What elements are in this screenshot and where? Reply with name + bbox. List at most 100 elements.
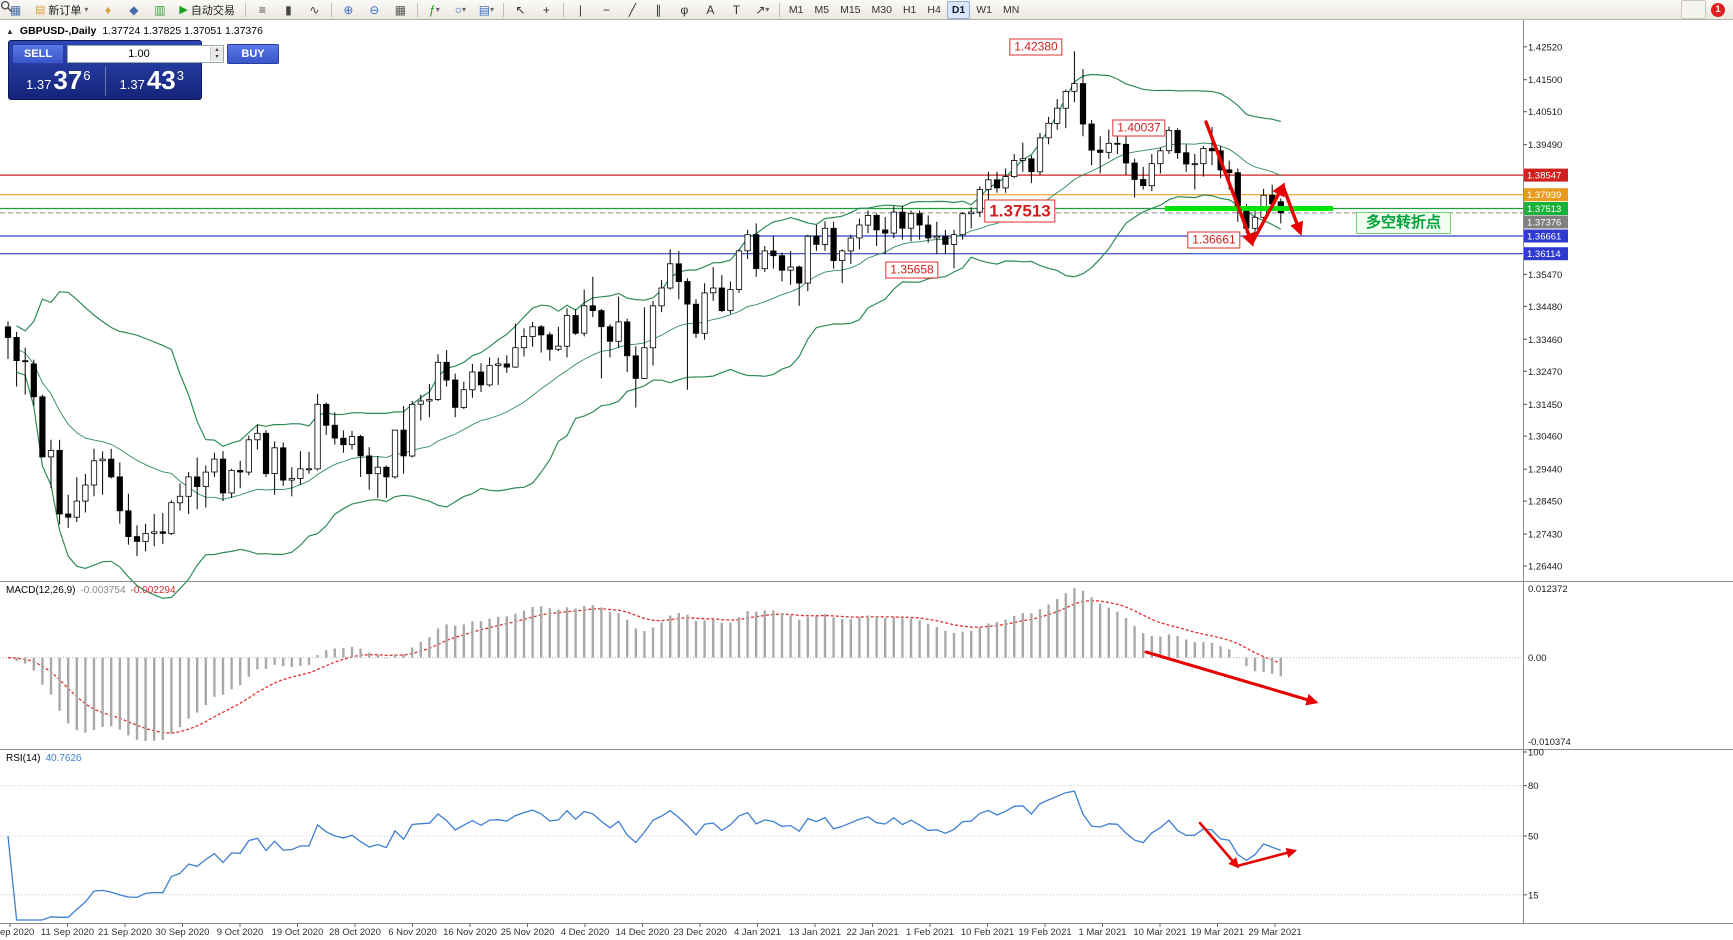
new-chart-button[interactable]: ▦	[3, 0, 28, 19]
sell-button[interactable]: SELL	[12, 44, 64, 64]
line-chart-icon: ∿	[309, 2, 320, 17]
price-callout[interactable]: 1.37513	[984, 199, 1056, 223]
horizontal-line-button[interactable]: −	[594, 0, 619, 19]
time-axis: 2 Sep 2020 11 Sep 2020 21 Sep 2020 30 Sep 2…	[0, 923, 1302, 938]
timeframe-MN[interactable]: MN	[1003, 3, 1020, 16]
svg-text:9 Oct 2020: 9 Oct 2020	[217, 927, 263, 938]
svg-text:1.37513: 1.37513	[1527, 204, 1561, 215]
text-icon: A	[706, 2, 715, 17]
svg-text:0.012372: 0.012372	[1528, 584, 1568, 595]
new-order-button-label: 新订单	[48, 4, 82, 17]
sell-price-prefix: 1.37	[26, 77, 52, 92]
timeframe-D1[interactable]: D1	[946, 0, 971, 19]
timeframe-M15[interactable]: M15	[840, 3, 861, 16]
navigator-button[interactable]: ▥	[147, 0, 172, 19]
svg-text:1.37939: 1.37939	[1527, 190, 1561, 201]
timeframe-W1[interactable]: W1	[976, 3, 993, 16]
bar-chart-button[interactable]: ≡	[250, 0, 275, 19]
period-button[interactable]: ○ ▾	[448, 0, 473, 19]
arrows-button[interactable]: ↗ ▾	[750, 0, 775, 19]
svg-text:100: 100	[1528, 748, 1544, 759]
svg-text:13 Jan 2021: 13 Jan 2021	[789, 927, 841, 938]
fibonacci-button[interactable]: φ	[672, 0, 697, 19]
new-order-icon: ▤	[35, 3, 46, 16]
search-button[interactable]	[0, 0, 1706, 19]
market-watch-button[interactable]: ♦	[95, 0, 120, 19]
svg-text:80: 80	[1528, 781, 1539, 792]
svg-text:28 Oct 2020: 28 Oct 2020	[329, 927, 381, 938]
indicators-icon: ƒ	[429, 2, 436, 17]
svg-text:1.34480: 1.34480	[1528, 302, 1562, 313]
indicators-button[interactable]: ƒ ▾	[422, 0, 447, 19]
svg-text:19 Feb 2021: 19 Feb 2021	[1018, 927, 1071, 938]
timeframe-H1[interactable]: H1	[902, 3, 917, 16]
new-order-button[interactable]: ▤ 新订单 ▾	[29, 0, 94, 19]
ohlc-values: 1.37724 1.37825 1.37051 1.37376	[102, 25, 263, 37]
crosshair-button[interactable]: +	[534, 0, 559, 19]
buy-price[interactable]: 1.37 43 3	[104, 66, 199, 96]
svg-text:11 Sep 2020: 11 Sep 2020	[41, 927, 94, 938]
buy-button[interactable]: BUY	[227, 44, 279, 64]
zoom-out-icon: ⊖	[369, 2, 380, 17]
macd-histogram	[15, 588, 1283, 741]
rsi-indicator-label: RSI(14) 40.7626	[6, 753, 82, 764]
vertical-line-button[interactable]: |	[568, 0, 593, 19]
price-callout[interactable]: 1.35658	[885, 261, 939, 279]
timeframe-M30[interactable]: M30	[871, 3, 892, 16]
line-chart-button[interactable]: ∿	[302, 0, 327, 19]
annotation-note[interactable]: 多空转折点	[1356, 212, 1452, 234]
templates-button[interactable]: ▤ ▾	[474, 0, 499, 19]
annotation-arrows	[1144, 120, 1319, 869]
svg-text:-0.010374: -0.010374	[1528, 737, 1571, 748]
bollinger-upper	[16, 73, 1281, 447]
volume-down-button[interactable]: ▾	[211, 54, 223, 61]
sell-price-pips: 37	[53, 65, 83, 95]
volume-stepper: ▴ ▾	[210, 47, 223, 61]
macd-name: MACD(12,26,9)	[6, 585, 76, 596]
new-chart-icon: ▦	[9, 2, 22, 17]
symbol-period-label: GBPUSD-,Daily	[19, 25, 97, 37]
volume-up-button[interactable]: ▴	[211, 47, 223, 54]
auto-trading-button[interactable]: ▶ 自动交易	[173, 0, 240, 19]
volume-input[interactable]	[68, 47, 210, 61]
svg-text:23 Dec 2020: 23 Dec 2020	[673, 927, 727, 938]
trade-panel-toggle-icon[interactable]: ▲	[6, 26, 14, 36]
svg-text:22 Jan 2021: 22 Jan 2021	[846, 927, 898, 938]
sell-price[interactable]: 1.37 37 6	[12, 66, 105, 96]
svg-text:1.31450: 1.31450	[1528, 400, 1562, 411]
macd-indicator-label: MACD(12,26,9) -0.003754 -0.002294	[6, 585, 176, 596]
svg-text:0.00: 0.00	[1528, 653, 1547, 664]
zoom-out-button[interactable]: ⊖	[362, 0, 387, 19]
notification-badge[interactable]: 1	[1711, 2, 1725, 17]
dropdown-arrow-icon: ▾	[765, 5, 770, 14]
cursor-button[interactable]: ↖	[508, 0, 533, 19]
timeframe-M5[interactable]: M5	[814, 3, 830, 16]
price-callout[interactable]: 1.42380	[1009, 38, 1063, 56]
auto-trading-button-label: 自动交易	[190, 4, 235, 17]
dropdown-arrow-icon: ▾	[435, 5, 440, 14]
one-click-trading-panel: SELL ▴ ▾ BUY 1.37 37 6 1.37 43 3	[8, 40, 279, 100]
timeframe-M1[interactable]: M1	[788, 3, 804, 16]
dropdown-arrow-icon: ▾	[462, 5, 467, 14]
trendline-button[interactable]: ╱	[620, 0, 645, 19]
price-callout[interactable]: 1.40037	[1112, 119, 1166, 137]
zoom-in-button[interactable]: ⊕	[336, 0, 361, 19]
svg-text:1.32470: 1.32470	[1528, 367, 1562, 378]
svg-text:21 Sep 2020: 21 Sep 2020	[98, 927, 152, 938]
tile-windows-button[interactable]: ▦	[388, 0, 413, 19]
timeframe-H4[interactable]: H4	[927, 3, 941, 16]
toolbar-separator	[562, 2, 564, 17]
text-label-button[interactable]: T	[724, 0, 749, 19]
channel-button[interactable]: ∥	[646, 0, 671, 19]
data-window-icon: ◆	[129, 2, 139, 17]
svg-text:4 Dec 2020: 4 Dec 2020	[561, 927, 610, 938]
search-icon	[0, 0, 13, 13]
price-callout[interactable]: 1.36661	[1187, 231, 1241, 249]
data-window-button[interactable]: ◆	[121, 0, 146, 19]
price-axis: 1.42520 1.41500 1.40510 1.39490 1.35470 1.344…	[1523, 42, 1571, 901]
candlestick-chart-button[interactable]: ▮	[276, 0, 301, 19]
candlestick-chart-icon: ▮	[285, 2, 292, 17]
period-icon: ○	[454, 2, 462, 17]
text-button[interactable]: A	[698, 0, 723, 19]
